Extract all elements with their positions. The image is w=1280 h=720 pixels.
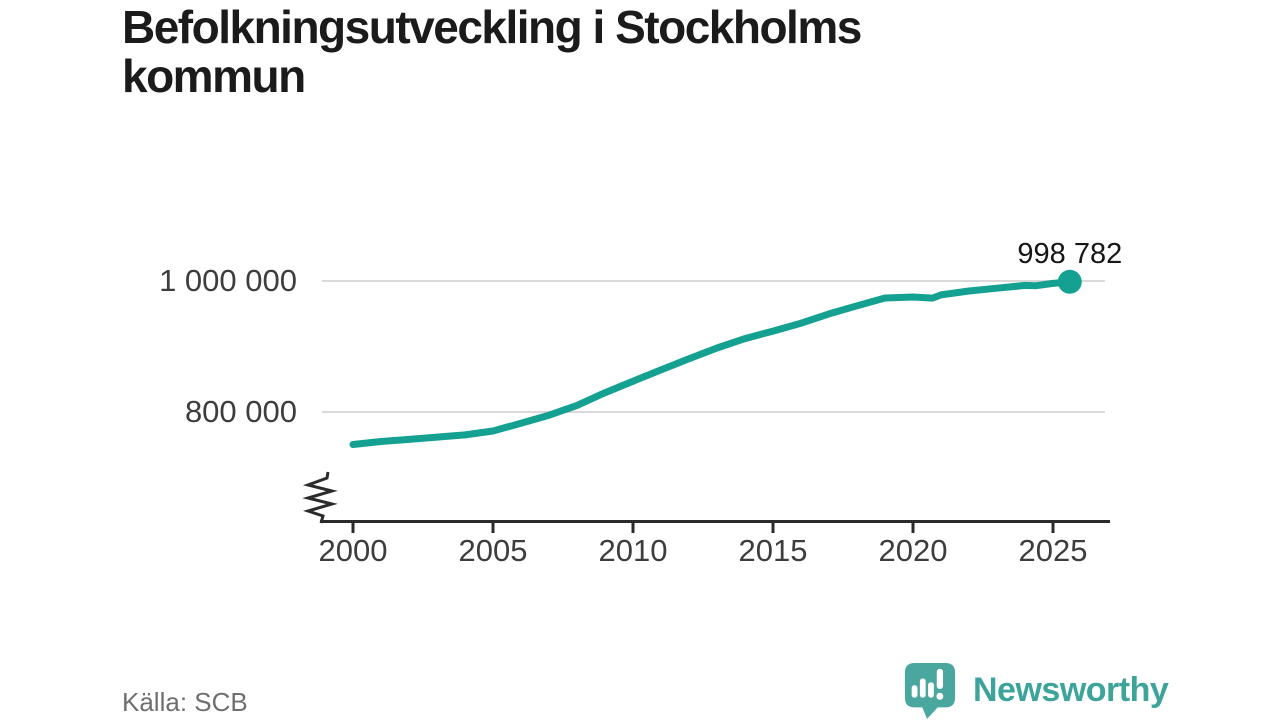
newsworthy-brand: Newsworthy [903, 661, 1169, 719]
logo-exclamation-bar [936, 668, 944, 690]
latest-value-label: 998 782 [1017, 237, 1123, 270]
x-tick-label: 2000 [318, 533, 388, 568]
end-point-dot [1057, 269, 1082, 294]
chart-title: Befolkningsutveckling i Stockholms kommun [122, 1, 862, 102]
newsworthy-brand-name: Newsworthy [973, 671, 1169, 709]
logo-bar-medium [928, 682, 934, 698]
newsworthy-logo-icon [904, 663, 956, 719]
chart-title-line2: kommun [122, 50, 306, 102]
population-line [349, 278, 1074, 448]
chart-title-line1: Befolkningsutveckling i Stockholms [122, 1, 862, 53]
y-tick-label: 1 000 000 [159, 263, 297, 298]
x-tick-label: 2010 [598, 533, 668, 568]
x-tick-label: 2020 [878, 533, 948, 568]
y-axis-break-icon [302, 471, 338, 524]
logo-bar-short [911, 685, 918, 698]
logo-bar-tall [919, 678, 926, 698]
x-tick-label: 2025 [1018, 533, 1088, 568]
source-note: Källa: SCB [122, 687, 248, 717]
logo-exclamation-dot [936, 692, 944, 700]
x-tick-label: 2005 [458, 533, 528, 568]
x-tick-label: 2015 [738, 533, 808, 568]
y-tick-label: 800 000 [184, 394, 297, 429]
